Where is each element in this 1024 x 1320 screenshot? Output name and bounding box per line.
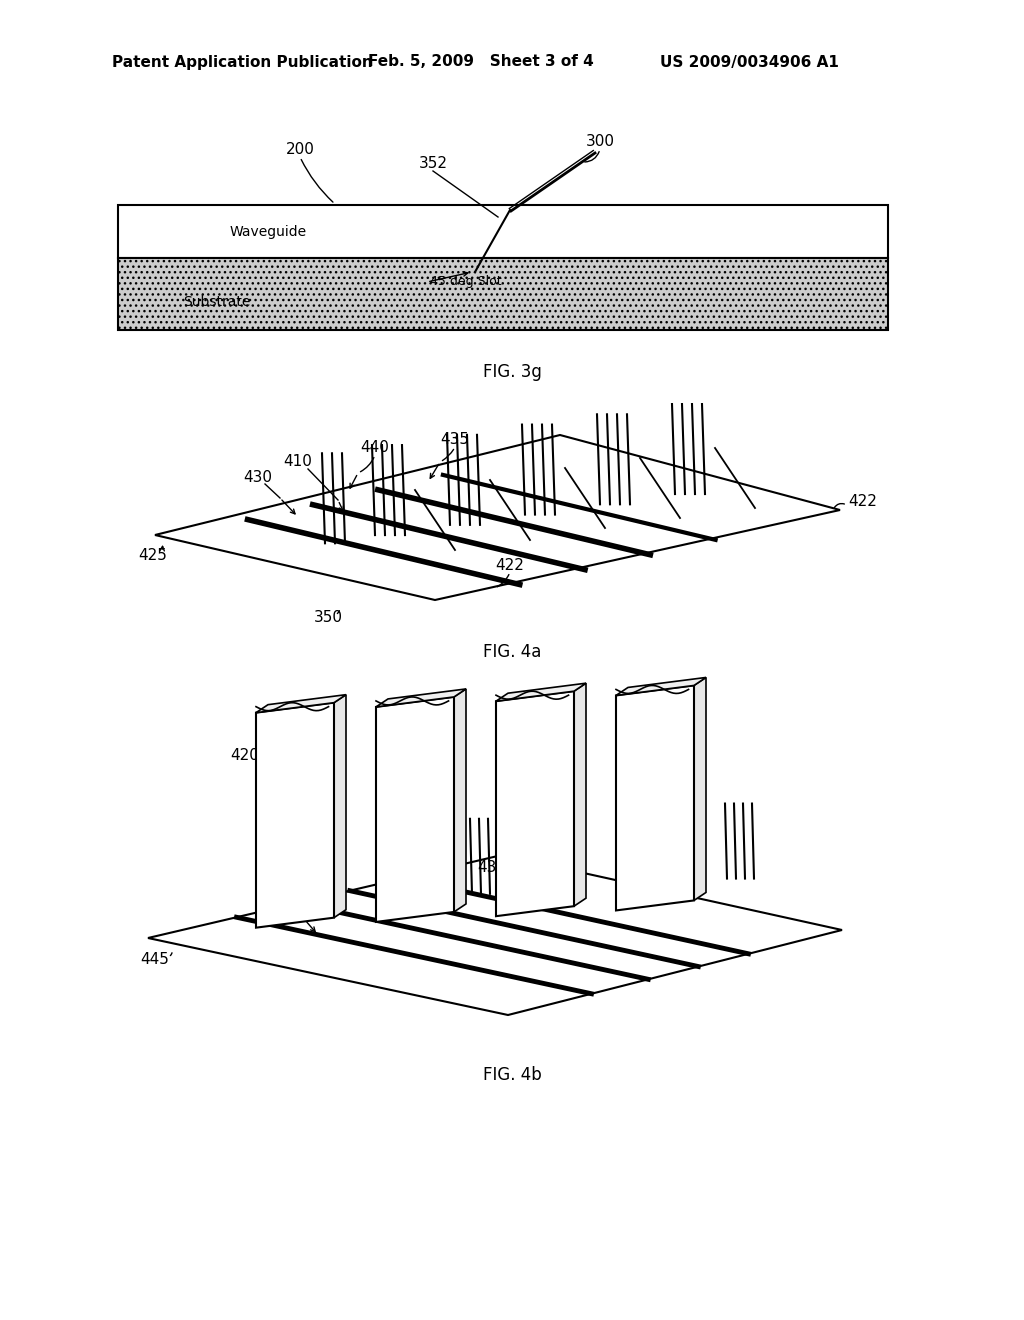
Text: 422: 422	[848, 495, 877, 510]
Text: 420: 420	[634, 726, 663, 741]
Polygon shape	[454, 689, 466, 912]
Text: 300: 300	[586, 135, 614, 149]
Polygon shape	[496, 684, 586, 701]
Text: 45 deg Slot: 45 deg Slot	[430, 276, 502, 289]
Text: 425: 425	[138, 548, 168, 562]
Polygon shape	[694, 677, 706, 900]
Text: 410: 410	[263, 887, 293, 903]
Text: 420: 420	[416, 737, 444, 751]
Text: 410: 410	[284, 454, 312, 470]
Text: 435: 435	[477, 861, 507, 875]
Text: 420: 420	[230, 747, 259, 763]
Polygon shape	[155, 436, 840, 601]
Polygon shape	[496, 692, 574, 916]
Text: Patent Application Publication: Patent Application Publication	[112, 54, 373, 70]
Polygon shape	[334, 694, 346, 917]
Text: 435: 435	[440, 433, 469, 447]
Text: Waveguide: Waveguide	[230, 224, 307, 239]
Polygon shape	[118, 257, 888, 330]
Text: Substrate: Substrate	[183, 294, 251, 309]
Polygon shape	[616, 685, 694, 911]
Text: FIG. 4b: FIG. 4b	[482, 1067, 542, 1084]
Polygon shape	[616, 677, 706, 696]
Text: 445: 445	[140, 953, 169, 968]
Text: 422: 422	[496, 557, 524, 573]
Polygon shape	[148, 855, 842, 1015]
Text: US 2009/0034906 A1: US 2009/0034906 A1	[660, 54, 839, 70]
Text: FIG. 3g: FIG. 3g	[482, 363, 542, 381]
Polygon shape	[376, 697, 454, 921]
Polygon shape	[574, 684, 586, 907]
Text: 350: 350	[313, 610, 342, 626]
Polygon shape	[256, 702, 334, 928]
Polygon shape	[118, 205, 888, 257]
Polygon shape	[376, 689, 466, 708]
Text: 440: 440	[360, 441, 389, 455]
Polygon shape	[256, 694, 346, 713]
Text: FIG. 4a: FIG. 4a	[482, 643, 542, 661]
Text: 430: 430	[244, 470, 272, 486]
Text: 352: 352	[419, 157, 447, 172]
Text: 200: 200	[286, 143, 314, 157]
Text: 420: 420	[525, 730, 554, 744]
Text: Feb. 5, 2009   Sheet 3 of 4: Feb. 5, 2009 Sheet 3 of 4	[368, 54, 594, 70]
